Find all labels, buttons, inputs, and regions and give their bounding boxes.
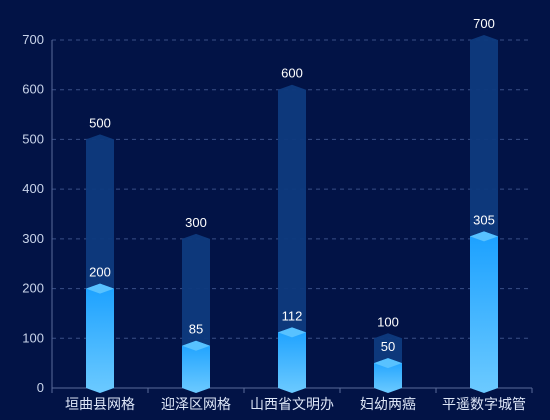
total-value-label: 600: [281, 66, 303, 81]
x-category-label: 山西省文明办: [250, 396, 334, 412]
value-bar-cap: [278, 327, 306, 338]
y-tick-label: 100: [22, 330, 44, 345]
value-bar: [470, 231, 498, 393]
value-bar: [182, 340, 210, 393]
y-tick-label: 300: [22, 231, 44, 246]
y-tick-label: 700: [22, 32, 44, 47]
value-label: 305: [473, 212, 495, 227]
total-value-label: 300: [185, 215, 207, 230]
x-category-label: 妇幼两癌: [360, 396, 416, 412]
total-value-label: 500: [89, 115, 111, 130]
value-label: 85: [189, 322, 203, 337]
x-category-label: 平遥数字城管: [442, 396, 526, 412]
y-tick-label: 400: [22, 181, 44, 196]
value-label: 112: [282, 308, 303, 323]
axes: 0 100 200 300 400 500 600 700 垣曲县网格 迎泽区网格 山西省文明办 妇幼…: [22, 32, 533, 412]
y-tick-label: 500: [22, 131, 44, 146]
value-bar: [86, 283, 114, 393]
y-tick-label: 0: [37, 380, 44, 395]
value-label: 200: [89, 265, 111, 280]
value-bar-cap: [182, 340, 210, 351]
y-tick-label: 200: [22, 281, 44, 296]
value-bar-cap: [470, 231, 498, 242]
value-labels: 500 200 300 85 600 112 100 50 700 305: [89, 16, 495, 354]
background-bar: [278, 84, 306, 393]
y-tick-label: 600: [22, 82, 44, 97]
value-bar-cap: [374, 358, 402, 369]
value-label: 50: [381, 339, 395, 354]
total-value-label: 700: [473, 16, 495, 31]
total-value-label: 100: [377, 314, 399, 329]
value-bars: [86, 231, 498, 393]
value-bar-cap: [86, 283, 114, 294]
value-bar: [278, 327, 306, 393]
x-category-label: 迎泽区网格: [161, 396, 231, 412]
x-category-label: 垣曲县网格: [65, 396, 135, 412]
value-bar: [374, 358, 402, 393]
